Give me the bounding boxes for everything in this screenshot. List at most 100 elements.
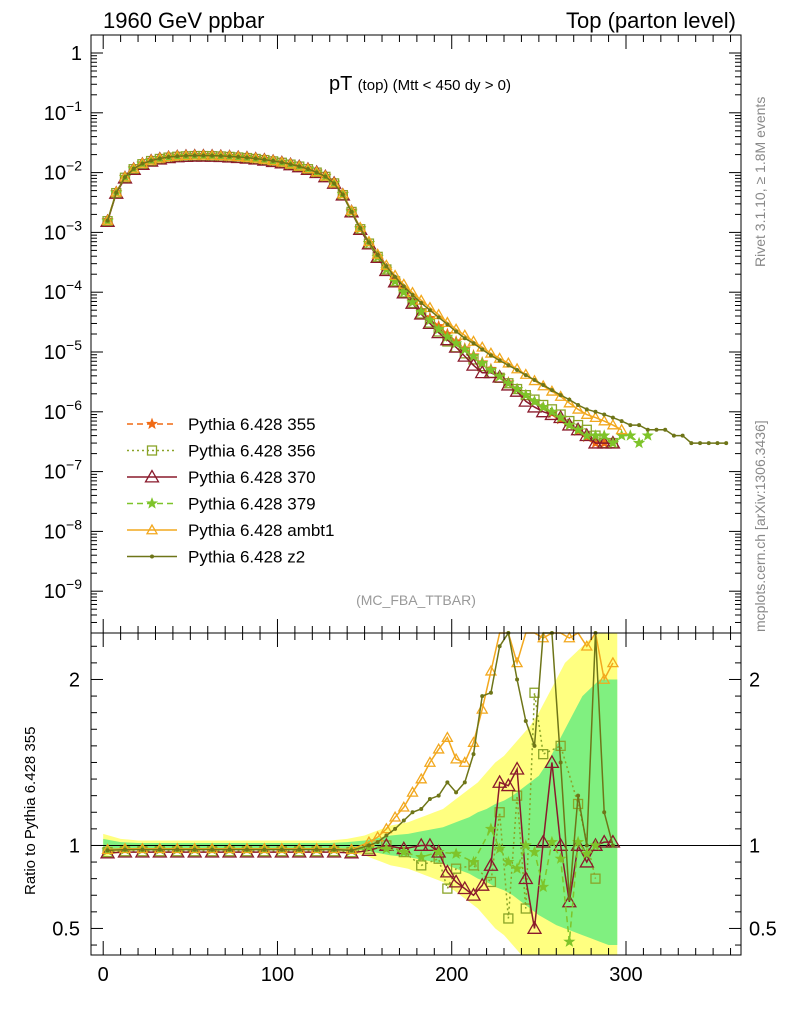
legend-label-p370: Pythia 6.428 370 <box>188 468 316 487</box>
point-ambt1 <box>598 414 611 426</box>
point-p379 <box>476 356 489 369</box>
ratio-point-ambt1 <box>293 842 306 854</box>
point-ambt1 <box>110 185 123 197</box>
point-z2 <box>480 347 485 352</box>
point-z2 <box>201 153 206 158</box>
ratio-point-p370 <box>361 842 377 856</box>
y-tick-exponent: −6 <box>66 397 82 413</box>
ratio-point-p370 <box>309 844 325 858</box>
point-p370 <box>457 348 473 362</box>
point-ambt1 <box>545 385 559 396</box>
point-z2 <box>323 174 328 179</box>
point-z2 <box>515 368 520 373</box>
ratio-point-ambt1 <box>406 786 419 797</box>
ratio-point-p379 <box>510 862 524 874</box>
point-z2 <box>210 153 215 158</box>
ratio-point-p379 <box>589 839 602 851</box>
point-z2 <box>149 158 154 163</box>
y-tick-label: 10−2 <box>44 158 82 185</box>
ratio-point-p379 <box>493 842 506 854</box>
point-ambt1 <box>336 187 349 199</box>
point-p379 <box>606 436 619 449</box>
point-z2 <box>628 423 633 428</box>
y-tick-label: 10−4 <box>44 277 82 304</box>
point-z2 <box>445 322 450 327</box>
ratio-point-p370 <box>256 844 273 858</box>
point-ambt1 <box>197 149 210 160</box>
ratio-point-p370 <box>169 844 185 858</box>
point-p370 <box>587 435 604 449</box>
ratio-point-p370 <box>274 844 290 858</box>
point-z2 <box>680 433 685 438</box>
point-z2 <box>349 209 354 214</box>
x-tick-label: 300 <box>609 964 642 986</box>
ratio-point-p370 <box>474 877 490 891</box>
ratio-y-tick-label: 1 <box>69 835 80 857</box>
chart-title-main: pT <box>329 73 358 95</box>
ratio-point-p379 <box>432 845 445 858</box>
ratio-y-tick-label-right: 0.5 <box>749 918 777 940</box>
point-ambt1 <box>615 423 628 435</box>
legend-marker-p356 <box>146 445 158 456</box>
ratio-point-p370 <box>553 837 569 851</box>
ratio-point-p370 <box>422 837 438 851</box>
ratio-point-z2 <box>497 644 502 649</box>
ratio-point-z2 <box>436 793 441 798</box>
ratio-point-p379 <box>502 855 515 868</box>
ratio-point-ambt1 <box>388 810 402 822</box>
ratio-point-z2 <box>462 780 467 785</box>
point-z2 <box>637 423 642 428</box>
point-z2 <box>375 252 380 257</box>
legend-marker-ambt1 <box>145 523 159 535</box>
point-z2 <box>471 341 476 346</box>
point-p379 <box>493 370 506 382</box>
point-ambt1 <box>528 374 541 386</box>
ratio-point-p379 <box>545 835 559 848</box>
analysis-id-label: (MC_FBA_TTBAR) <box>356 592 476 608</box>
ratio-point-ambt1 <box>441 731 454 742</box>
y-tick-exponent: −2 <box>66 158 82 174</box>
legend-marker-p379 <box>145 497 159 509</box>
ratio-point-ambt1 <box>598 673 611 684</box>
ratio-point-p370 <box>187 844 203 858</box>
point-p370 <box>526 399 543 413</box>
ratio-y-tick-label: 2 <box>69 669 80 691</box>
ratio-y-tick-label-right: 1 <box>749 835 760 857</box>
point-z2 <box>427 308 432 313</box>
y-tick-label: 1 <box>71 43 82 65</box>
series-line-z2 <box>106 154 727 444</box>
ratio-point-p370 <box>457 880 473 895</box>
y-tick-mantissa: 10 <box>44 402 66 424</box>
legend-label-p379: Pythia 6.428 379 <box>188 495 316 514</box>
ratio-point-p356 <box>450 863 462 874</box>
ratio-point-p370 <box>413 837 429 851</box>
point-z2 <box>593 409 598 414</box>
ratio-point-ambt1 <box>310 842 323 854</box>
ratio-point-z2 <box>471 752 476 757</box>
point-z2 <box>724 441 729 446</box>
ratio-point-ambt1 <box>118 842 132 854</box>
point-ambt1 <box>537 379 550 391</box>
ratio-point-ambt1 <box>275 842 288 854</box>
ratio-point-p379 <box>449 847 463 859</box>
ratio-point-p356 <box>485 876 497 888</box>
ratio-point-p370 <box>465 887 482 901</box>
point-p379 <box>406 295 419 308</box>
ratio-point-p379 <box>380 842 393 854</box>
ratio-point-p370 <box>509 761 525 775</box>
point-p379 <box>484 363 498 376</box>
ratio-point-p356 <box>416 860 427 871</box>
ratio-point-p356 <box>538 749 549 760</box>
ratio-point-ambt1 <box>606 656 620 668</box>
point-p370 <box>465 357 482 371</box>
point-z2 <box>366 240 371 245</box>
ratio-point-p370 <box>483 857 499 871</box>
ratio-point-z2 <box>279 847 284 852</box>
ratio-point-z2 <box>175 847 180 852</box>
point-z2 <box>462 336 467 341</box>
ratio-point-z2 <box>419 806 424 811</box>
point-p379 <box>632 436 646 449</box>
ratio-point-p370 <box>152 844 168 858</box>
ratio-point-p370 <box>492 774 508 788</box>
point-z2 <box>497 358 502 363</box>
